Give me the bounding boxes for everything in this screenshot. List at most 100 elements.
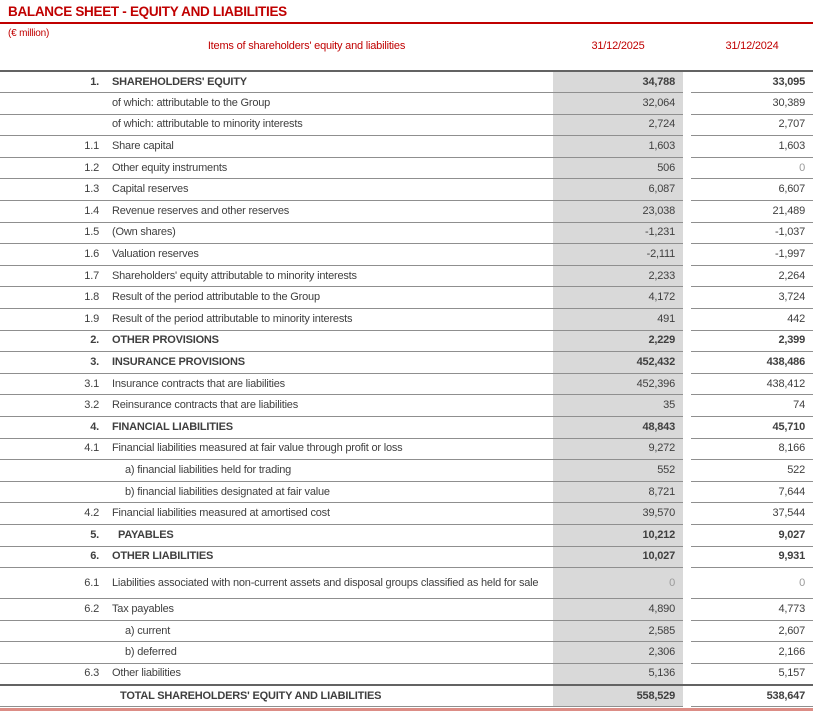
item-label: Reinsurance contracts that are liabiliti… [104, 394, 553, 417]
value-2025: 5,136 [553, 663, 683, 686]
item-label: PAYABLES [104, 524, 553, 547]
item-label: Revenue reserves and other reserves [104, 200, 553, 223]
column-header-2024: 31/12/2024 [725, 40, 779, 52]
table-row: 1.4 Revenue reserves and other reserves 23… [0, 200, 813, 223]
column-gap [683, 352, 691, 374]
value-2024: 74 [691, 394, 813, 417]
column-gap [683, 136, 691, 158]
value-2024: 8,166 [691, 438, 813, 461]
value-2025: 2,724 [553, 114, 683, 137]
value-2024: 1,603 [691, 135, 813, 158]
value-2025: 2,229 [553, 330, 683, 353]
value-2025: 8,721 [553, 481, 683, 504]
column-gap [683, 599, 691, 621]
value-2024: 37,544 [691, 502, 813, 525]
value-2024: 7,644 [691, 481, 813, 504]
title-underline [0, 22, 813, 24]
value-2025: 10,212 [553, 524, 683, 547]
column-header-items: Items of shareholders' equity and liabil… [207, 40, 406, 52]
item-label: of which: attributable to minority inter… [104, 114, 553, 137]
item-number: 6.3 [0, 663, 104, 686]
table-row: 1.3 Capital reserves 6,087 6,607 [0, 178, 813, 202]
column-gap [683, 417, 691, 439]
item-label: of which: attributable to the Group [104, 92, 553, 115]
value-2025: 10,027 [553, 546, 683, 569]
item-label: Result of the period attributable to min… [104, 308, 553, 331]
value-2024: 2,166 [691, 641, 813, 664]
value-2025: 39,570 [553, 502, 683, 525]
item-number: 6. [0, 546, 104, 569]
item-label: Financial liabilities measured at amorti… [104, 502, 553, 525]
value-2024: 3,724 [691, 286, 813, 310]
column-gap [683, 330, 691, 352]
table-row: a) current 2,585 2,607 [0, 620, 813, 643]
table-row: 3. INSURANCE PROVISIONS 452,432 438,486 [0, 351, 813, 374]
table-row: 2. OTHER PROVISIONS 2,229 2,399 [0, 330, 813, 353]
column-gap [683, 244, 691, 266]
value-2025: 452,432 [553, 351, 683, 374]
value-2025: 2,233 [553, 265, 683, 288]
table-row: of which: attributable to minority inter… [0, 114, 813, 137]
value-2025: 32,064 [553, 92, 683, 115]
item-number [0, 114, 104, 137]
item-label: Capital reserves [104, 178, 553, 202]
page-title: BALANCE SHEET - EQUITY AND LIABILITIES [8, 4, 287, 19]
item-number [0, 684, 104, 708]
value-2025: 23,038 [553, 200, 683, 223]
unit-label: (€ million) [8, 28, 50, 39]
value-2024: 438,412 [691, 373, 813, 396]
column-gap [683, 395, 691, 417]
item-label: Valuation reserves [104, 243, 553, 266]
column-gap [683, 481, 691, 503]
table-row: a) financial liabilities held for tradin… [0, 459, 813, 482]
table-row: 4.1 Financial liabilities measured at fai… [0, 438, 813, 461]
item-number: 4.2 [0, 502, 104, 525]
value-2025: -2,111 [553, 243, 683, 266]
item-label: Other liabilities [104, 663, 553, 686]
item-label: FINANCIAL LIABILITIES [104, 416, 553, 439]
balance-sheet-table: 1. SHAREHOLDERS' EQUITY 34,788 33,095 of whi… [0, 70, 813, 708]
item-number: 6.2 [0, 598, 104, 621]
column-gap [683, 157, 691, 179]
balance-table-body: 1. SHAREHOLDERS' EQUITY 34,788 33,095 of whi… [0, 70, 813, 708]
column-gap [683, 93, 691, 115]
value-2025: 552 [553, 459, 683, 482]
value-2025: 35 [553, 394, 683, 417]
value-2024: 45,710 [691, 416, 813, 439]
page-header: BALANCE SHEET - EQUITY AND LIABILITIES (… [0, 0, 813, 70]
table-row: 6.3 Other liabilities 5,136 5,157 [0, 663, 813, 686]
table-row: 6. OTHER LIABILITIES 10,027 9,931 [0, 546, 813, 569]
table-row: 1.8 Result of the period attributable to … [0, 286, 813, 310]
value-2025: 491 [553, 308, 683, 331]
table-row: 5. PAYABLES 10,212 9,027 [0, 524, 813, 547]
value-2024: 0 [691, 567, 813, 600]
table-row: 3.2 Reinsurance contracts that are liabil… [0, 394, 813, 417]
column-gap [683, 373, 691, 395]
value-2025: 34,788 [553, 70, 683, 94]
table-row: b) financial liabilities designated at f… [0, 481, 813, 504]
value-2025: -1,231 [553, 222, 683, 245]
column-gap [683, 503, 691, 525]
value-2025: 558,529 [553, 684, 683, 708]
item-label: (Own shares) [104, 222, 553, 245]
table-row: TOTAL SHAREHOLDERS' EQUITY AND LIABILITI… [0, 684, 813, 708]
item-number: 1.1 [0, 135, 104, 158]
item-label: TOTAL SHAREHOLDERS' EQUITY AND LIABILITI… [104, 684, 553, 708]
item-label: b) financial liabilities designated at f… [104, 481, 553, 504]
value-2024: 30,389 [691, 92, 813, 115]
item-number: 1.2 [0, 157, 104, 180]
value-2024: 522 [691, 459, 813, 482]
item-number: 6.1 [0, 567, 104, 600]
column-gap [683, 222, 691, 244]
value-2025: 4,890 [553, 598, 683, 621]
item-number: 5. [0, 524, 104, 547]
value-2025: 6,087 [553, 178, 683, 202]
item-number: 1.8 [0, 286, 104, 310]
item-number: 1.5 [0, 222, 104, 245]
table-row: of which: attributable to the Group 32,06… [0, 92, 813, 115]
item-number [0, 620, 104, 643]
value-2024: 5,157 [691, 663, 813, 686]
column-gap [683, 642, 691, 664]
value-2025: 4,172 [553, 286, 683, 310]
item-label: Result of the period attributable to the… [104, 286, 553, 310]
